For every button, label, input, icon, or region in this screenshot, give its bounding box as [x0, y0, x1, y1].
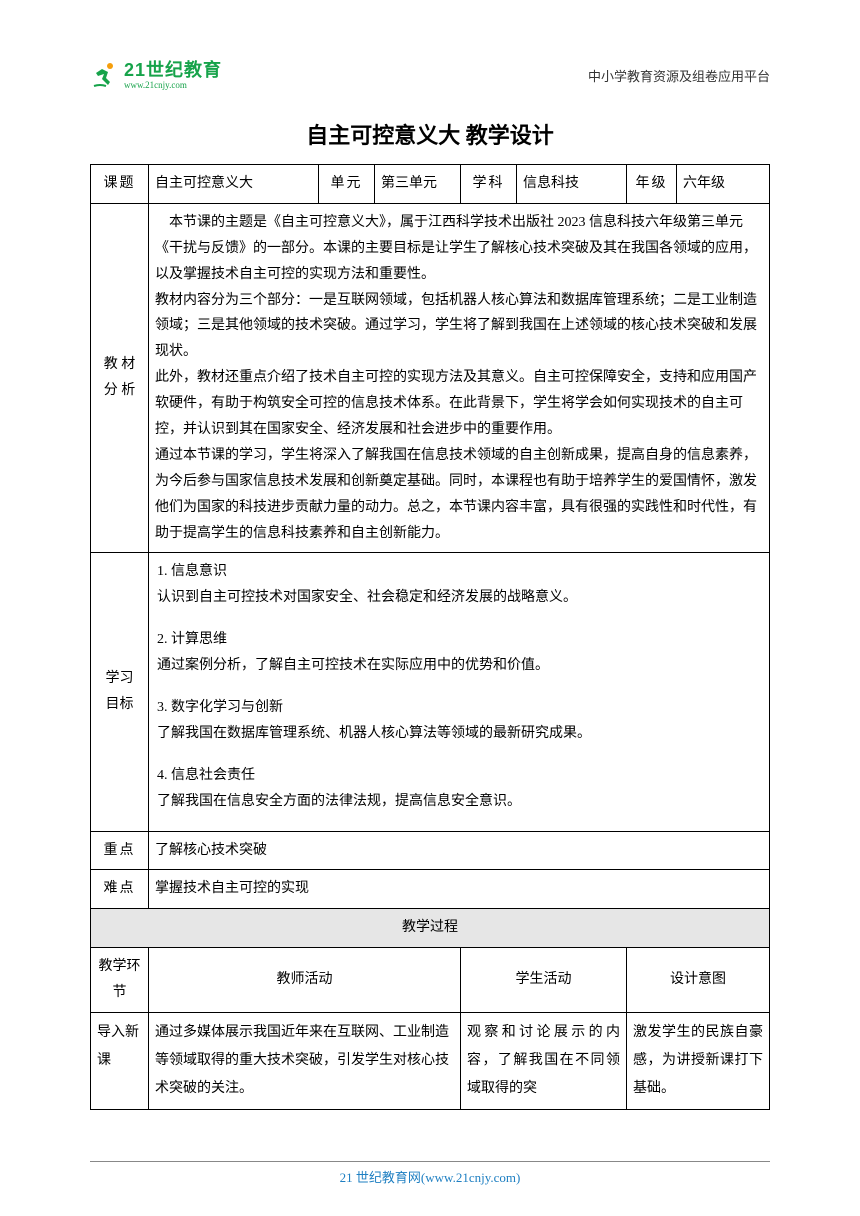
page-header: 21世纪教育 www.21cnjy.com 中小学教育资源及组卷应用平台: [90, 60, 770, 90]
col-intent: 设计意图: [627, 948, 770, 1013]
lesson-plan-table: 课题 自主可控意义大 单元 第三单元 学科 信息科技 年级 六年级 教 材 分 …: [90, 164, 770, 1110]
label-difficulty: 难点: [91, 870, 149, 909]
obj-1-title: 1. 信息意识: [157, 559, 763, 585]
col-student: 学生活动: [461, 948, 627, 1013]
obj-4-title: 4. 信息社会责任: [157, 763, 763, 789]
label-unit: 单元: [319, 165, 375, 204]
process-header: 教学过程: [91, 909, 770, 948]
logo: 21世纪教育 www.21cnjy.com: [90, 60, 222, 90]
footer-brand: 21 世纪教育网: [340, 1170, 421, 1185]
process-body-row: 导入新课 通过多媒体展示我国近年来在互联网、工业制造等领域取得的重大技术突破，引…: [91, 1013, 770, 1110]
label-analysis-1: 教 材: [97, 352, 142, 378]
label-grade: 年级: [627, 165, 677, 204]
value-difficulty: 掌握技术自主可控的实现: [149, 870, 770, 909]
value-grade: 六年级: [677, 165, 770, 204]
runner-icon: [90, 60, 120, 90]
col-teacher: 教师活动: [149, 948, 461, 1013]
label-objectives-2: 目标: [97, 692, 142, 718]
value-subject: 信息科技: [517, 165, 627, 204]
label-keypoint: 重点: [91, 831, 149, 870]
teacher-activity: 通过多媒体展示我国近年来在互联网、工业制造等领域取得的重大技术突破，引发学生对核…: [149, 1013, 461, 1110]
label-analysis: 教 材 分 析: [91, 203, 149, 553]
logo-main-text: 21世纪教育: [124, 60, 222, 80]
header-right-text: 中小学教育资源及组卷应用平台: [588, 66, 770, 85]
analysis-row: 教 材 分 析 本节课的主题是《自主可控意义大》，属于江西科学技术出版社 202…: [91, 203, 770, 553]
analysis-p3: 此外，教材还重点介绍了技术自主可控的实现方法及其意义。自主可控保障安全，支持和应…: [155, 365, 763, 443]
process-header-row: 教学过程: [91, 909, 770, 948]
obj-3-title: 3. 数字化学习与创新: [157, 695, 763, 721]
page-title: 自主可控意义大 教学设计: [90, 118, 770, 150]
obj-2-title: 2. 计算思维: [157, 627, 763, 653]
objectives-body: 1. 信息意识 认识到自主可控技术对国家安全、社会稳定和经济发展的战略意义。 2…: [149, 553, 770, 831]
analysis-p4: 通过本节课的学习，学生将深入了解我国在信息技术领域的自主创新成果，提高自身的信息…: [155, 443, 763, 547]
footer-divider: [90, 1161, 770, 1162]
obj-2-body: 通过案例分析，了解自主可控技术在实际应用中的优势和价值。: [157, 653, 763, 679]
analysis-body: 本节课的主题是《自主可控意义大》，属于江西科学技术出版社 2023 信息科技六年…: [149, 203, 770, 553]
obj-4-body: 了解我国在信息安全方面的法律法规，提高信息安全意识。: [157, 789, 763, 815]
objectives-row: 学习 目标 1. 信息意识 认识到自主可控技术对国家安全、社会稳定和经济发展的战…: [91, 553, 770, 831]
label-subject: 学科: [461, 165, 517, 204]
value-keypoint: 了解核心技术突破: [149, 831, 770, 870]
obj-1-body: 认识到自主可控技术对国家安全、社会稳定和经济发展的战略意义。: [157, 585, 763, 611]
footer-url: (www.21cnjy.com): [421, 1170, 520, 1185]
label-objectives: 学习 目标: [91, 553, 149, 831]
process-col-row: 教学环节 教师活动 学生活动 设计意图: [91, 948, 770, 1013]
difficulty-row: 难点 掌握技术自主可控的实现: [91, 870, 770, 909]
label-objectives-1: 学习: [97, 666, 142, 692]
design-intent: 激发学生的民族自豪感，为讲授新课打下基础。: [627, 1013, 770, 1110]
value-topic: 自主可控意义大: [149, 165, 319, 204]
logo-sub-text: www.21cnjy.com: [124, 81, 222, 90]
student-activity: 观察和讨论展示的内容，了解我国在不同领域取得的突: [461, 1013, 627, 1110]
label-topic: 课题: [91, 165, 149, 204]
phase-intro: 导入新课: [91, 1013, 149, 1110]
analysis-p1: 本节课的主题是《自主可控意义大》，属于江西科学技术出版社 2023 信息科技六年…: [155, 210, 763, 288]
meta-row: 课题 自主可控意义大 单元 第三单元 学科 信息科技 年级 六年级: [91, 165, 770, 204]
keypoint-row: 重点 了解核心技术突破: [91, 831, 770, 870]
col-phase: 教学环节: [91, 948, 149, 1013]
obj-3-body: 了解我国在数据库管理系统、机器人核心算法等领域的最新研究成果。: [157, 721, 763, 747]
label-analysis-2: 分 析: [97, 378, 142, 404]
page-footer: 21 世纪教育网(www.21cnjy.com): [0, 1167, 860, 1186]
analysis-p2: 教材内容分为三个部分：一是互联网领域，包括机器人核心算法和数据库管理系统；二是工…: [155, 288, 763, 366]
value-unit: 第三单元: [375, 165, 461, 204]
